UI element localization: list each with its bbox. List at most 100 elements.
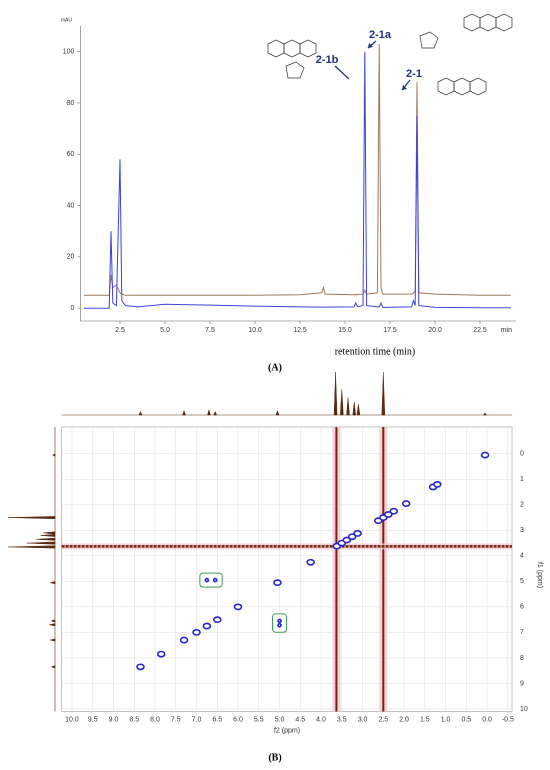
x-tick-label: 3.0	[358, 716, 368, 723]
cross-peak	[306, 558, 315, 566]
cross-peak	[389, 507, 398, 515]
y-tick-label: 80	[67, 100, 75, 107]
arrow-head	[402, 85, 407, 90]
y-tick-label: 100	[63, 48, 75, 55]
cross-peak	[212, 577, 218, 583]
y-tick-label: 2	[520, 502, 524, 509]
cross-peak	[204, 577, 210, 583]
x-axis-label: retention time (min)	[335, 346, 416, 357]
cross-peak	[179, 636, 189, 644]
projection-peak	[50, 665, 56, 669]
cross-peak	[480, 451, 490, 459]
y-tick-label: 6	[520, 604, 524, 611]
projection-peak	[356, 404, 361, 416]
y-tick-label: 1	[520, 476, 524, 483]
x-tick-label: 1.0	[441, 716, 451, 723]
x-axis-label: f2 (ppm)	[274, 727, 300, 734]
projection-peak	[381, 371, 386, 416]
structure-ring	[469, 77, 487, 96]
highlight-box	[199, 572, 223, 588]
projection-peak	[7, 545, 56, 549]
peak-annotation: 2-1	[406, 68, 422, 80]
cross-peak	[233, 603, 243, 611]
cross-peak	[192, 629, 201, 636]
x-tick-label: 5.5	[254, 716, 264, 723]
projection-peak	[275, 409, 280, 416]
x-tick-label: 7.5	[205, 327, 215, 334]
cross-peak	[156, 650, 166, 658]
projection-peak	[182, 409, 186, 416]
projection-peak	[50, 619, 56, 623]
x-tick-label: 4.0	[316, 716, 326, 723]
structure-ring	[463, 13, 481, 32]
projection-peak	[50, 638, 56, 642]
projection-peak	[138, 410, 143, 416]
x-tick-label: 2.0	[399, 716, 409, 723]
structure-ring	[479, 13, 497, 32]
x-tick-label: 4.5	[295, 716, 305, 723]
structure-ring	[495, 13, 513, 32]
x-tick-label: 2.5	[378, 716, 388, 723]
x-tick-label: 17.5	[383, 327, 397, 334]
x-tick-label: 15.0	[338, 327, 352, 334]
structure-ring	[437, 77, 455, 96]
x-tick-label: 6.0	[233, 716, 243, 723]
y-axis-label: f1 (ppm)	[536, 562, 543, 588]
projection-peak	[207, 408, 211, 416]
cross-peak	[401, 500, 411, 507]
projection-peak	[50, 581, 56, 585]
y-tick-label: 20	[67, 254, 75, 261]
structure-ring	[283, 39, 301, 58]
structure-ring	[267, 39, 285, 58]
projection-peak	[40, 533, 56, 537]
structure-ring	[285, 61, 305, 79]
cross-peak	[273, 579, 282, 587]
x-tick-label: 22.5	[473, 327, 487, 334]
y-tick-label: 60	[67, 151, 75, 158]
y-tick-label: 8	[520, 655, 524, 662]
cross-peak	[277, 618, 282, 624]
projection-peak	[7, 516, 56, 520]
x-tick-label: 9.0	[109, 716, 119, 723]
y-tick-label: 7	[520, 629, 524, 636]
projection-peak	[52, 453, 56, 457]
y-tick-label: 0	[520, 451, 524, 458]
x-tick-label: 0.0	[482, 716, 492, 723]
plot-frame	[61, 426, 513, 712]
structure-ring	[419, 31, 439, 49]
x-tick-label: 6.5	[212, 716, 222, 723]
x-tick-label: 9.5	[88, 716, 98, 723]
arrow-head	[368, 43, 373, 48]
series-line	[84, 51, 511, 309]
projection-peak	[352, 402, 357, 416]
x-tick-label: -0.5	[502, 716, 514, 723]
cross-peak	[353, 530, 362, 537]
x-tick-label: 10.0	[248, 327, 262, 334]
projection-peak	[333, 371, 338, 416]
x-tick-label: 7.0	[192, 716, 202, 723]
x-tick-label: 12.5	[293, 327, 307, 334]
x-tick-label: 20.0	[428, 327, 442, 334]
annotation-arrow	[334, 65, 350, 80]
y-unit: mAU	[61, 17, 73, 23]
structure-ring	[453, 77, 471, 96]
cross-peak	[136, 663, 145, 671]
y-tick-label: 4	[520, 553, 524, 560]
peak-annotation: 2-1a	[369, 29, 392, 41]
projection-peak	[43, 531, 56, 535]
x-tick-label: 8.0	[150, 716, 160, 723]
structure-ring	[299, 39, 317, 58]
x-tick-label: 10.0	[65, 716, 79, 723]
projection-peak	[49, 623, 56, 627]
x-tick-label: 8.5	[129, 716, 139, 723]
x-tick-label: 5.0	[160, 327, 170, 334]
projection-peak	[346, 397, 350, 416]
x-tick-label: 5.0	[275, 716, 285, 723]
projection-peak	[26, 541, 56, 545]
panel-label: (B)	[268, 752, 281, 763]
highlight-box	[272, 613, 288, 633]
peak-annotation: 2-1b	[316, 54, 339, 66]
series-line	[84, 43, 511, 296]
structures	[267, 13, 513, 96]
